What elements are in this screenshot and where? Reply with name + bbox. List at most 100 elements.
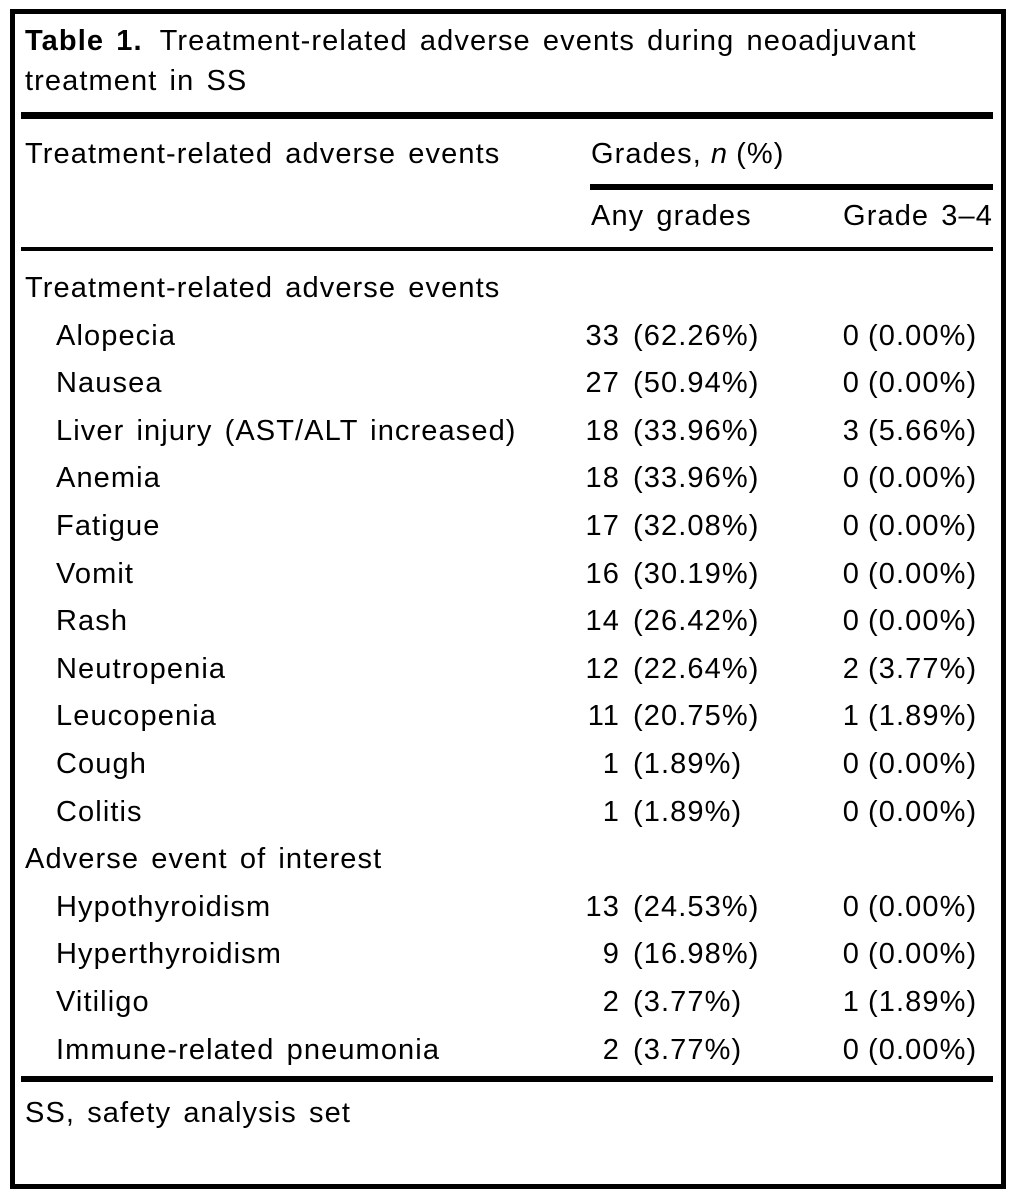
table-title-line1: Table 1. Treatment-related adverse events… [25, 21, 917, 61]
adverse-event-label: Fatigue [56, 510, 161, 542]
table-title-text: Treatment-related adverse events during … [159, 25, 917, 57]
grade-3-4-percent: (0.00%) [868, 605, 978, 638]
grade-3-4-count: 0 [842, 462, 860, 495]
table-row: Fatigue 17 (32.08%) 0 (0.00%) [25, 503, 993, 551]
column-header-any-grades: Any grades [591, 200, 752, 232]
grades-suffix: (%) [736, 138, 785, 170]
any-grades-count: 2 [602, 1033, 620, 1066]
any-grades-count: 12 [585, 652, 620, 685]
table-row: Liver injury (AST/ALT increased) 18 (33.96… [25, 408, 993, 456]
grade-3-4-count: 2 [842, 652, 860, 685]
section-header-row: Adverse event of interest [25, 836, 993, 884]
any-grades-count: 9 [602, 938, 620, 971]
adverse-event-label: Anemia [56, 462, 161, 495]
table-row: Hyperthyroidism 9 (16.98%) 0 (0.00%) [25, 931, 993, 979]
any-grades-count: 11 [587, 700, 620, 733]
any-grades-percent: (32.08%) [633, 510, 760, 542]
any-grades-count: 16 [585, 557, 620, 590]
table-title: Table 1. Treatment-related adverse events… [25, 21, 917, 101]
any-grades-count: 14 [585, 605, 620, 638]
any-grades-percent: (33.96%) [633, 462, 760, 495]
grade-3-4-count: 0 [842, 795, 860, 828]
adverse-event-label: Alopecia [56, 319, 177, 352]
grade-3-4-percent: (0.00%) [868, 557, 978, 590]
any-grades-percent: (33.96%) [633, 414, 760, 447]
table-row: Rash 14 (26.42%) 0 (0.00%) [25, 598, 993, 646]
table-row: Hypothyroidism 13 (24.53%) 0 (0.00%) [25, 884, 993, 932]
any-grades-count: 18 [585, 462, 620, 495]
adverse-event-label: Hyperthyroidism [56, 938, 282, 971]
grade-3-4-percent: (0.00%) [868, 938, 978, 971]
column-header-grade-3-4: Grade 3–4 [843, 200, 993, 232]
any-grades-count: 27 [585, 367, 620, 400]
grade-3-4-percent: (0.00%) [868, 462, 978, 495]
adverse-event-label: Colitis [56, 795, 143, 828]
table-row: Neutropenia 12 (22.64%) 2 (3.77%) [25, 646, 993, 694]
section-header-row: Treatment-related adverse events [25, 265, 993, 313]
any-grades-count: 18 [585, 414, 620, 447]
any-grades-percent: (62.26%) [633, 319, 760, 352]
any-grades-percent: (1.89%) [633, 748, 743, 780]
grade-3-4-count: 0 [842, 1033, 860, 1066]
grade-3-4-percent: (0.00%) [868, 748, 978, 780]
grade-3-4-percent: (5.66%) [868, 414, 978, 447]
adverse-event-label: Hypothyroidism [56, 890, 272, 923]
any-grades-count: 1 [602, 748, 620, 780]
any-grades-percent: (3.77%) [633, 1033, 743, 1066]
table-row: Cough 1 (1.89%) 0 (0.00%) [25, 741, 993, 789]
adverse-event-label: Rash [56, 605, 129, 638]
grades-prefix: Grades, [591, 138, 702, 170]
grade-3-4-count: 1 [842, 700, 860, 733]
grade-3-4-percent: (0.00%) [868, 510, 978, 542]
table-number-label: Table 1. [25, 25, 143, 57]
grade-3-4-count: 0 [842, 748, 860, 780]
adverse-event-label: Liver injury (AST/ALT increased) [56, 414, 517, 447]
table-title-line2: treatment in SS [25, 65, 248, 97]
any-grades-percent: (24.53%) [633, 890, 760, 923]
table-row: Anemia 18 (33.96%) 0 (0.00%) [25, 455, 993, 503]
grade-3-4-percent: (0.00%) [868, 890, 978, 923]
grade-3-4-count: 0 [842, 605, 860, 638]
table-body: Treatment-related adverse events Alopecia… [25, 265, 993, 1077]
grade-3-4-count: 0 [842, 890, 860, 923]
grade-3-4-count: 0 [842, 557, 860, 590]
grade-3-4-percent: (1.89%) [868, 700, 978, 733]
adverse-event-label: Neutropenia [56, 652, 227, 685]
any-grades-count: 1 [602, 795, 620, 828]
rule-above-footnote [21, 1076, 993, 1082]
rule-below-header [21, 247, 993, 251]
table-row: Colitis 1 (1.89%) 0 (0.00%) [25, 789, 993, 837]
grade-3-4-percent: (0.00%) [868, 1033, 978, 1066]
table-frame [10, 9, 1006, 1189]
grade-3-4-percent: (0.00%) [868, 795, 978, 828]
any-grades-percent: (20.75%) [633, 700, 760, 733]
column-header-grades-group: Grades, n (%) [591, 140, 785, 169]
table-row: Immune-related pneumonia 2 (3.77%) 0 (0.00%) [25, 1027, 993, 1075]
table-row: Vitiligo 2 (3.77%) 1 (1.89%) [25, 979, 993, 1027]
column-header-adverse-events: Treatment-related adverse events [25, 138, 501, 170]
grade-3-4-count: 3 [842, 414, 860, 447]
any-grades-count: 17 [585, 510, 620, 542]
rule-under-grades-group [590, 184, 993, 190]
any-grades-count: 13 [585, 890, 620, 923]
any-grades-percent: (30.19%) [633, 557, 760, 590]
any-grades-count: 33 [585, 319, 620, 352]
grade-3-4-count: 0 [842, 938, 860, 971]
table-footnote: SS, safety analysis set [25, 1097, 352, 1129]
grade-3-4-count: 0 [842, 367, 860, 400]
adverse-event-label: Vitiligo [56, 986, 150, 1018]
grade-3-4-percent: (3.77%) [868, 652, 978, 685]
any-grades-percent: (1.89%) [633, 795, 743, 828]
adverse-event-label: Vomit [56, 557, 135, 590]
any-grades-percent: (22.64%) [633, 652, 760, 685]
adverse-event-label: Immune-related pneumonia [56, 1033, 441, 1066]
any-grades-percent: (26.42%) [633, 605, 760, 638]
grade-3-4-count: 1 [842, 986, 860, 1018]
table-row: Leucopenia 11 (20.75%) 1 (1.89%) [25, 693, 993, 741]
grades-n-italic: n [710, 138, 729, 170]
section-header-label: Treatment-related adverse events [25, 272, 501, 304]
section-header-label: Adverse event of interest [25, 843, 383, 876]
adverse-event-label: Nausea [56, 367, 163, 400]
any-grades-percent: (3.77%) [633, 986, 743, 1018]
grade-3-4-count: 0 [842, 510, 860, 542]
